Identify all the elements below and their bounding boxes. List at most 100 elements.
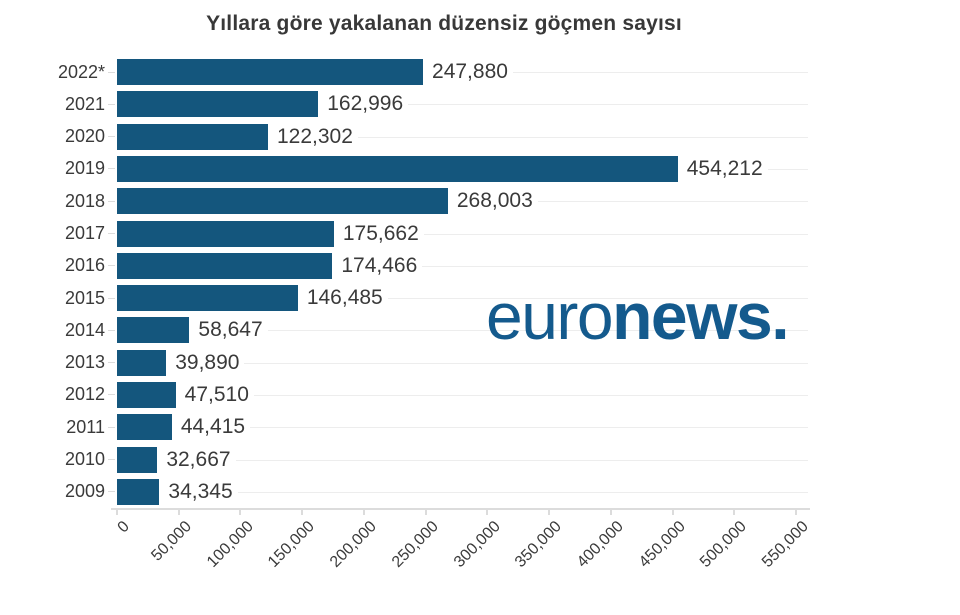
y-tick-mark <box>108 233 115 235</box>
row-gridline <box>117 330 808 332</box>
x-tick-label: 450,000 <box>635 518 689 571</box>
bar-row: 2017 175,662 <box>0 217 960 249</box>
bar <box>117 252 333 279</box>
x-axis: 0 50,000 100,000 150,000 200,000 250,000 300,0… <box>0 508 960 615</box>
bar <box>117 188 448 215</box>
bar-row: 2020 122,302 <box>0 121 960 153</box>
bar-track: 34,345 <box>117 476 808 508</box>
bar <box>117 285 298 312</box>
logo-text-news: news <box>612 279 773 353</box>
year-label: 2010 <box>64 449 105 470</box>
x-tick-mark <box>424 510 427 515</box>
bar-track: 146,485 <box>117 282 808 314</box>
x-tick-label: 300,000 <box>450 518 504 571</box>
bar <box>117 220 334 247</box>
x-tick-mark <box>548 510 551 515</box>
year-label: 2013 <box>64 352 105 373</box>
x-tick-label: 0 <box>114 518 134 537</box>
year-label: 2022* <box>57 61 105 82</box>
year-label: 2020 <box>64 126 105 147</box>
row-gridline <box>117 265 808 267</box>
value-label: 175,662 <box>333 220 424 247</box>
bar <box>117 414 172 441</box>
bar-track: 268,003 <box>117 185 808 217</box>
bar-rows: 2022* 247,880 2021 162,996 2020 122,302 2019 45… <box>0 56 960 508</box>
logo-text-euro: euro <box>486 279 614 353</box>
x-axis-line <box>111 508 810 510</box>
bar-track: 44,415 <box>117 411 808 443</box>
year-label: 2021 <box>64 93 105 114</box>
x-tick-label: 200,000 <box>327 518 380 571</box>
y-tick-mark <box>108 491 115 493</box>
x-tick-mark <box>671 510 674 515</box>
y-tick-mark <box>108 426 115 428</box>
bar-track: 39,890 <box>117 347 808 379</box>
bar-row: 2022* 247,880 <box>0 56 960 88</box>
x-tick-mark <box>116 510 118 515</box>
row-gridline <box>117 491 808 493</box>
x-tick-mark <box>239 510 242 515</box>
bar-track: 47,510 <box>117 379 808 411</box>
bar <box>117 446 158 473</box>
x-tick-label: 400,000 <box>573 518 627 571</box>
year-label: 2019 <box>64 158 105 179</box>
bar-row: 2013 39,890 <box>0 347 960 379</box>
x-tick-label: 550,000 <box>759 518 813 571</box>
y-tick-mark <box>108 103 115 105</box>
bar <box>117 349 167 376</box>
x-tick-mark <box>733 510 736 515</box>
row-gridline <box>117 394 808 396</box>
x-tick-label: 150,000 <box>265 518 319 571</box>
bar-row: 2009 34,345 <box>0 476 960 508</box>
bar-row: 2014 58,647 <box>0 314 960 346</box>
year-label: 2011 <box>66 416 105 437</box>
bar-track: 32,667 <box>117 443 808 475</box>
value-label: 58,647 <box>189 317 268 344</box>
bar-row: 2015 146,485 <box>0 282 960 314</box>
logo-dot: . <box>771 279 789 353</box>
value-label: 146,485 <box>297 285 388 312</box>
bar-row: 2010 32,667 <box>0 443 960 475</box>
bar-track: 122,302 <box>117 121 808 153</box>
x-tick-label: 350,000 <box>512 518 566 571</box>
y-tick-mark <box>108 265 115 267</box>
bar-track: 247,880 <box>117 56 808 88</box>
row-gridline <box>117 427 808 429</box>
x-tick-mark <box>609 510 612 515</box>
bar-row: 2011 44,415 <box>0 411 960 443</box>
row-gridline <box>117 459 808 461</box>
x-tick-label: 100,000 <box>203 518 257 571</box>
bar <box>117 317 190 344</box>
bar <box>117 478 160 505</box>
x-tick-mark <box>177 510 180 515</box>
row-gridline <box>117 233 808 235</box>
row-gridline <box>117 104 808 106</box>
bar <box>117 381 176 408</box>
bar-track: 175,662 <box>117 217 808 249</box>
bar-row: 2021 162,996 <box>0 88 960 120</box>
chart-title: Yıllara göre yakalanan düzensiz göçmen s… <box>206 12 682 35</box>
value-label: 162,996 <box>318 91 409 118</box>
value-label: 39,890 <box>166 349 245 376</box>
bar <box>117 155 678 182</box>
y-tick-mark <box>108 200 115 202</box>
bar-track: 174,466 <box>117 250 808 282</box>
y-tick-mark <box>108 362 115 364</box>
bar-track: 58,647 <box>117 314 808 346</box>
value-label: 34,345 <box>159 478 238 505</box>
x-tick-label: 50,000 <box>148 518 195 565</box>
value-label: 122,302 <box>267 123 358 150</box>
value-label: 247,880 <box>423 59 513 86</box>
bar-row: 2012 47,510 <box>0 379 960 411</box>
bar-row: 2016 174,466 <box>0 250 960 282</box>
value-label: 44,415 <box>171 414 251 441</box>
y-tick-mark <box>108 459 115 461</box>
x-tick-mark <box>362 510 365 515</box>
y-tick-mark <box>108 297 115 299</box>
bar <box>117 91 319 118</box>
bar-track: 162,996 <box>117 88 808 120</box>
euronews-logo: euronews. <box>486 283 790 349</box>
row-gridline <box>117 298 808 300</box>
row-gridline <box>117 362 808 364</box>
